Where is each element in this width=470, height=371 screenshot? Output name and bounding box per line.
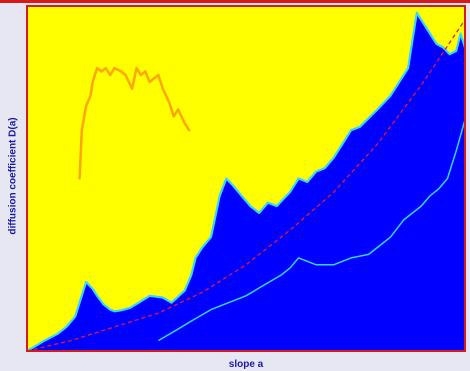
plot-frame [26, 5, 466, 352]
top-border [0, 0, 470, 3]
lower-curve [158, 119, 466, 342]
diffusion-area [27, 12, 465, 352]
y-axis-label: diffusion coefficient D(a) [7, 117, 19, 235]
diffusion-curve-outline [26, 11, 467, 352]
inset-curve [78, 66, 191, 180]
x-axis-label: slope a [228, 359, 264, 370]
